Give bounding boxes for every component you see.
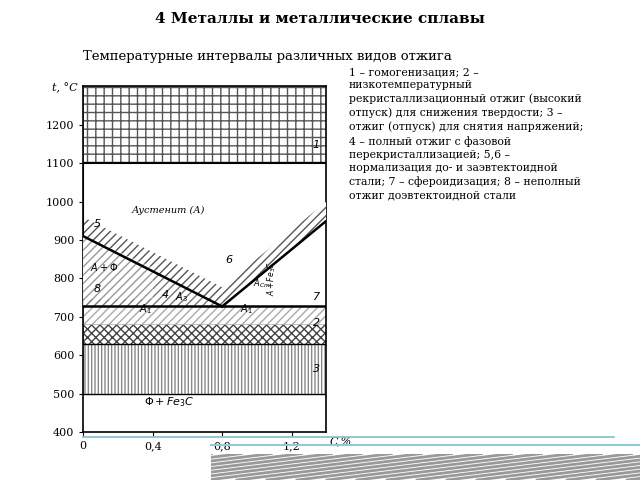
Text: 4: 4 (161, 290, 168, 300)
Bar (83, 306, 326, 344)
Text: $A+\Phi$: $A+\Phi$ (90, 261, 118, 273)
Polygon shape (222, 202, 326, 306)
Text: Аустенит (А): Аустенит (А) (132, 206, 205, 215)
Text: $A_1$: $A_1$ (139, 302, 152, 316)
Text: 1 – гомогенизация; 2 –
низкотемпературный
рекристаллизационный отжиг (высокий
от: 1 – гомогенизация; 2 – низкотемпературны… (349, 67, 583, 201)
Polygon shape (83, 236, 222, 306)
Polygon shape (83, 236, 153, 299)
Text: 2: 2 (312, 318, 319, 328)
Text: 6: 6 (226, 255, 233, 265)
Bar (83, 344, 326, 394)
Text: $A_1$: $A_1$ (239, 302, 252, 316)
Text: 3: 3 (312, 364, 319, 374)
Text: 4 Металлы и металлические сплавы: 4 Металлы и металлические сплавы (155, 12, 485, 26)
Text: $A_3$: $A_3$ (175, 291, 188, 304)
Text: $A_{Cm}$: $A_{Cm}$ (253, 277, 271, 289)
Text: 1: 1 (312, 140, 319, 150)
Text: Температурные интервалы различных видов отжига: Температурные интервалы различных видов … (83, 50, 452, 63)
Text: C,%: C,% (330, 436, 352, 446)
Text: $\Phi+Fe_3C$: $\Phi+Fe_3C$ (144, 395, 195, 409)
Text: 7: 7 (312, 291, 319, 301)
Text: $A+Fe_3C$: $A+Fe_3C$ (266, 261, 278, 296)
Bar (83, 86, 326, 163)
Polygon shape (83, 217, 222, 306)
Text: t, °C: t, °C (52, 83, 77, 93)
Text: 5: 5 (93, 218, 100, 228)
Bar (83, 306, 326, 324)
Text: 8: 8 (93, 284, 100, 294)
